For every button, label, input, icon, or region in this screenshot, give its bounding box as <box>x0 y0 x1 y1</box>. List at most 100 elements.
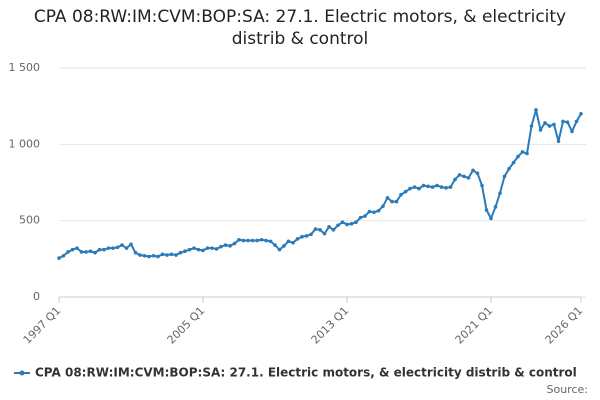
data-point <box>97 247 102 252</box>
data-point <box>115 245 120 250</box>
data-point <box>205 246 210 250</box>
data-point <box>151 253 156 258</box>
data-point <box>520 150 525 154</box>
data-point <box>165 253 169 257</box>
data-point <box>529 124 534 128</box>
data-point <box>246 238 250 243</box>
data-point <box>124 246 129 250</box>
data-point <box>466 176 471 180</box>
data-point <box>264 238 268 243</box>
data-point <box>561 119 565 124</box>
data-point <box>313 227 318 231</box>
legend-label: CPA 08:RW:IM:CVM:BOP:SA: 27.1. Electric … <box>35 366 577 380</box>
x-tick-label: 2026 Q1 <box>543 304 586 347</box>
data-point <box>192 246 196 250</box>
data-point <box>552 122 556 127</box>
data-point <box>210 246 214 250</box>
data-point <box>403 189 408 194</box>
data-point <box>79 250 84 254</box>
data-point <box>178 250 183 255</box>
data-point <box>138 253 142 257</box>
data-point <box>102 247 106 252</box>
data-point <box>385 195 390 200</box>
data-point <box>84 250 88 254</box>
data-point <box>219 244 223 249</box>
source: Source: <box>547 383 589 396</box>
data-point <box>367 209 372 214</box>
data-point <box>417 186 421 191</box>
data-point <box>291 241 295 245</box>
data-point <box>471 168 475 173</box>
data-point <box>160 252 165 257</box>
data-point <box>142 253 147 258</box>
data-point <box>439 185 444 189</box>
data-point <box>376 208 381 213</box>
data-point <box>462 174 466 179</box>
data-point <box>318 228 322 232</box>
data-point <box>93 250 97 255</box>
data-point <box>106 246 111 250</box>
y-tick-label: 500 <box>19 214 40 227</box>
data-point <box>345 222 349 227</box>
data-point <box>250 238 255 243</box>
data-line <box>58 109 582 259</box>
data-point <box>408 186 412 191</box>
data-point <box>444 186 448 190</box>
data-point <box>268 239 273 244</box>
data-point <box>309 232 313 237</box>
data-point <box>214 247 219 251</box>
data-point <box>88 249 93 253</box>
data-point <box>543 121 547 125</box>
legend-marker <box>19 370 25 376</box>
data-point <box>327 224 331 229</box>
data-point <box>565 120 570 124</box>
data-point <box>579 112 583 116</box>
data-point <box>232 241 237 246</box>
data-point <box>484 208 489 212</box>
data-point <box>196 247 201 252</box>
data-point <box>502 174 507 179</box>
data-point <box>75 246 79 250</box>
data-point <box>277 247 282 252</box>
data-point <box>435 183 439 188</box>
data-point <box>538 128 543 132</box>
data-point <box>399 192 403 197</box>
data-point <box>534 108 538 112</box>
y-tick-label: 0 <box>33 290 40 303</box>
data-point <box>570 129 574 134</box>
data-point <box>475 171 480 176</box>
data-point <box>349 221 354 226</box>
data-point <box>457 173 462 177</box>
data-point <box>66 250 70 254</box>
data-point <box>493 205 498 209</box>
data-point <box>273 243 277 247</box>
data-point <box>363 214 367 218</box>
data-point <box>331 228 336 232</box>
data-point <box>480 183 484 188</box>
data-point <box>381 204 385 208</box>
data-point <box>300 234 304 239</box>
data-point <box>183 249 187 253</box>
data-point <box>201 248 205 253</box>
y-tick-label: 1 000 <box>9 137 41 150</box>
data-point <box>354 220 358 224</box>
data-point <box>223 243 228 247</box>
data-point <box>120 243 124 247</box>
data-point <box>358 215 363 220</box>
data-point <box>556 139 561 144</box>
data-point <box>412 185 417 189</box>
data-point <box>237 237 241 242</box>
data-point <box>133 250 138 255</box>
data-point <box>57 256 61 260</box>
data-point <box>372 210 376 215</box>
data-point <box>304 234 309 238</box>
data-point <box>241 238 246 243</box>
data-point <box>129 242 133 247</box>
data-point <box>421 183 426 188</box>
data-point <box>169 252 174 257</box>
data-point <box>453 177 457 182</box>
x-tick-label: 2005 Q1 <box>165 304 208 347</box>
data-point <box>574 119 579 124</box>
